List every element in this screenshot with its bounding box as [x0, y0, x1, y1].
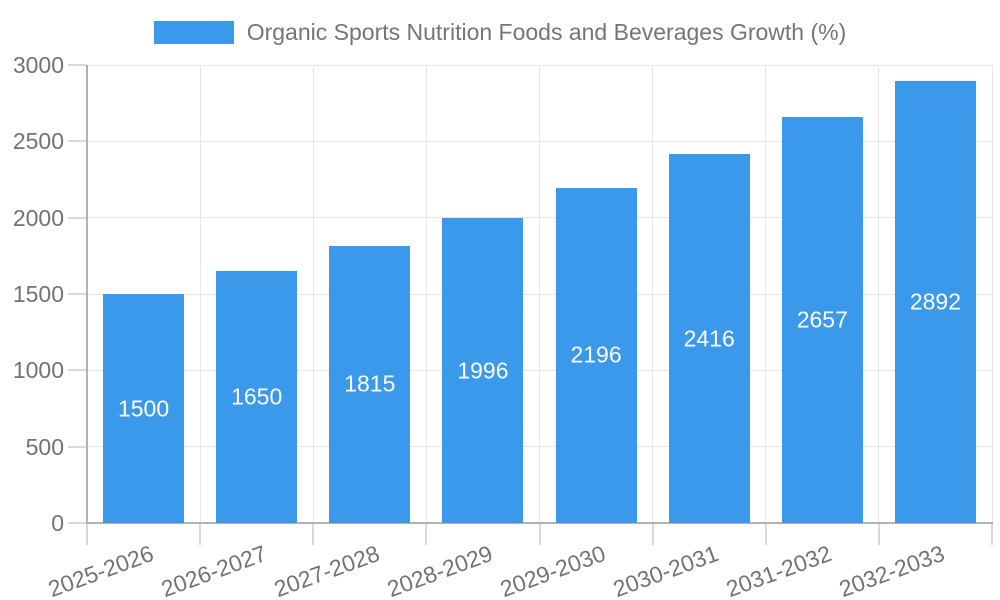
- x-axis-label: 2025-2026: [44, 540, 157, 600]
- y-tick-mark: [68, 293, 87, 295]
- x-axis-label: 2029-2030: [496, 540, 609, 600]
- legend-item[interactable]: Organic Sports Nutrition Foods and Bever…: [153, 19, 847, 46]
- x-tick-mark: [877, 523, 880, 545]
- x-tick-mark: [538, 523, 541, 545]
- bar[interactable]: [894, 81, 976, 523]
- y-tick-mark: [68, 140, 87, 143]
- x-tick-mark: [764, 523, 767, 545]
- y-tick-label: 2500: [12, 128, 64, 155]
- bar[interactable]: [781, 117, 863, 523]
- x-tick-mark: [991, 523, 993, 545]
- grid-line-vertical: [312, 65, 314, 523]
- grid-line-vertical: [765, 65, 767, 523]
- x-tick-mark: [651, 523, 654, 545]
- x-tick-mark: [312, 523, 315, 545]
- y-axis-line: [86, 65, 88, 523]
- y-tick-label: 1000: [12, 357, 64, 384]
- legend: Organic Sports Nutrition Foods and Bever…: [0, 19, 1000, 46]
- y-tick-label: 1500: [12, 281, 64, 307]
- y-tick-mark: [68, 64, 87, 66]
- y-tick-label: 2000: [12, 204, 64, 231]
- legend-swatch-icon: [153, 21, 234, 44]
- grid-line-vertical: [652, 65, 654, 523]
- grid-line-vertical: [539, 65, 540, 523]
- y-tick-mark: [68, 445, 87, 448]
- y-tick-mark: [68, 522, 87, 524]
- y-tick-label: 0: [51, 510, 64, 536]
- bar-value-label: 1650: [231, 383, 283, 410]
- x-axis-line: [86, 522, 993, 524]
- bar-value-label: 2416: [683, 325, 735, 352]
- bar-value-label: 2657: [796, 306, 848, 333]
- x-axis-label: 2028-2029: [383, 540, 496, 600]
- y-tick-mark: [68, 369, 87, 372]
- x-tick-mark: [86, 523, 88, 545]
- x-axis-label: 2030-2031: [609, 540, 723, 600]
- bar-value-label: 2892: [909, 288, 962, 315]
- bar[interactable]: [555, 187, 637, 523]
- legend-label: Organic Sports Nutrition Foods and Bever…: [246, 19, 847, 45]
- bar-value-label: 1500: [117, 395, 170, 421]
- bar[interactable]: [668, 154, 750, 523]
- grid-line-vertical: [199, 65, 201, 523]
- x-axis-label: 2031-2032: [722, 540, 836, 600]
- y-tick-label: 3000: [12, 52, 64, 78]
- bar[interactable]: [103, 294, 185, 523]
- grid-line-vertical: [991, 65, 993, 523]
- bar-value-label: 1996: [457, 357, 509, 384]
- x-tick-mark: [425, 523, 428, 545]
- bar[interactable]: [216, 271, 298, 523]
- x-axis-label: 2032-2033: [836, 540, 949, 600]
- bar[interactable]: [442, 218, 524, 523]
- bar-value-label: 2196: [570, 341, 622, 368]
- bar-value-label: 1815: [344, 370, 396, 397]
- x-tick-mark: [199, 523, 202, 545]
- x-axis-label: 2027-2028: [270, 540, 383, 600]
- grid-line-vertical: [878, 65, 880, 523]
- y-tick-label: 500: [25, 433, 64, 460]
- x-axis-label: 2026-2027: [157, 540, 270, 600]
- bar[interactable]: [329, 245, 411, 523]
- grid-line-vertical: [425, 65, 427, 523]
- y-tick-mark: [68, 216, 87, 219]
